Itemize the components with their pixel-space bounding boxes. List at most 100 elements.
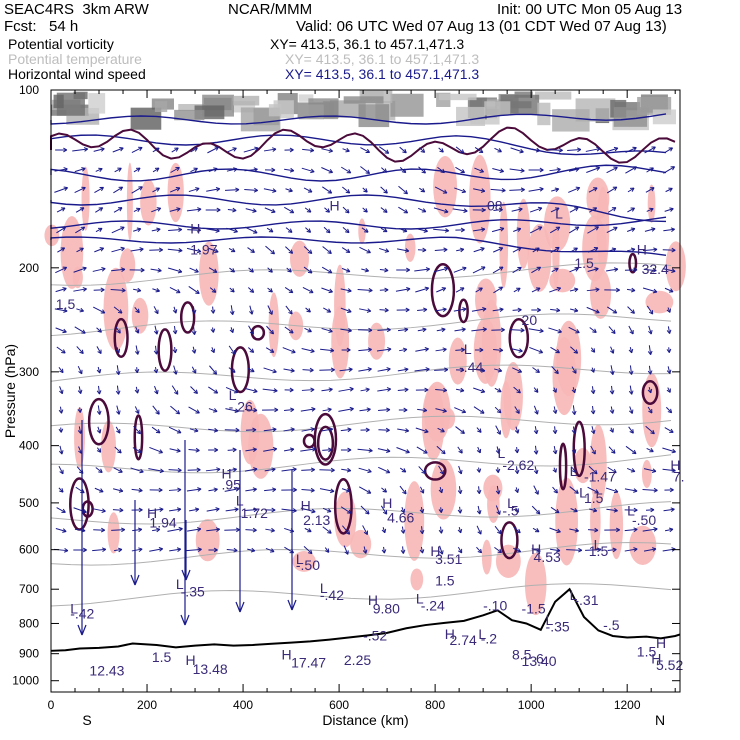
wind-vector (402, 546, 404, 554)
wind-vector (628, 325, 634, 335)
wind-arrowhead (80, 226, 86, 231)
wind-vector (624, 528, 638, 532)
wind-vector (531, 548, 541, 552)
wind-vector (131, 548, 143, 552)
wind-vector (154, 385, 158, 395)
wind-arrowhead (442, 408, 447, 413)
wind-arrowhead (118, 186, 124, 191)
pv-shaded-patch (167, 162, 184, 223)
extremum-label: L (416, 590, 424, 606)
wind-arrowhead (307, 269, 313, 274)
wind-arrowhead (101, 508, 106, 513)
wind-vector (529, 207, 543, 213)
wind-vector (455, 388, 465, 392)
wind-arrowhead (215, 228, 220, 233)
wind-vector (380, 186, 388, 194)
stratosphere-shading (484, 101, 511, 116)
wind-arrowhead (572, 369, 577, 374)
wind-vector (248, 287, 254, 293)
wind-vector (437, 166, 445, 174)
wind-vector (152, 405, 160, 415)
extremum-label: -.35 (181, 583, 205, 599)
wind-arrowhead (383, 189, 388, 194)
extremum-label: H (670, 457, 680, 473)
center-title: NCAR/MMM (228, 1, 313, 18)
wind-arrowhead (613, 267, 619, 272)
wind-vector (153, 306, 159, 314)
extremum-label: H (382, 495, 392, 511)
wind-vector (186, 488, 202, 492)
wind-vector (192, 346, 196, 354)
wind-vector (168, 267, 182, 273)
pv-shaded-patch (487, 485, 500, 524)
wind-arrowhead (609, 390, 615, 395)
wind-arrowhead (326, 308, 332, 313)
wind-vector (378, 466, 390, 474)
wind-arrowhead (574, 207, 579, 212)
wind-speed-contour (50, 134, 667, 156)
wind-arrowhead (154, 309, 159, 315)
wind-vector (59, 445, 63, 455)
wind-arrowhead (420, 188, 426, 193)
wind-vector (267, 287, 273, 293)
wind-vector (399, 167, 407, 173)
wind-arrowhead (501, 187, 506, 193)
extremum-label: L (320, 580, 328, 596)
wind-arrowhead (211, 288, 217, 293)
wind-arrowhead (593, 187, 598, 192)
wind-vector (135, 386, 139, 394)
wind-vector (284, 168, 294, 172)
extremum-label: 13.40 (522, 653, 557, 669)
wind-arrowhead (61, 508, 66, 513)
wind-arrowhead (404, 428, 410, 433)
wind-arrowhead (554, 369, 559, 375)
wind-arrowhead (633, 527, 638, 533)
wind-vector (302, 286, 314, 294)
wind-arrowhead (595, 166, 601, 171)
wind-arrowhead (134, 329, 140, 334)
wind-arrowhead (595, 309, 600, 314)
wind-arrowhead (419, 529, 425, 535)
wind-arrowhead (249, 268, 254, 273)
wind-arrowhead (117, 207, 123, 212)
wind-arrowhead (101, 547, 107, 553)
wind-vector (572, 446, 576, 454)
wind-vector (342, 148, 350, 152)
wind-arrowhead (288, 288, 294, 294)
wind-arrowhead (420, 148, 426, 153)
wind-arrowhead (422, 407, 428, 413)
wind-vector (473, 188, 485, 192)
wind-vector (134, 406, 140, 414)
wind-arrowhead (538, 349, 544, 354)
wind-arrowhead (476, 448, 482, 454)
wind-arrowhead (153, 330, 159, 335)
wind-arrowhead (670, 227, 675, 233)
wind-arrowhead (403, 189, 408, 195)
wind-vector (605, 487, 619, 493)
wind-vector (226, 168, 238, 172)
wind-arrowhead (175, 167, 180, 172)
wind-arrowhead (140, 267, 145, 273)
wind-arrowhead (210, 328, 216, 333)
wind-arrowhead (115, 370, 121, 375)
extremum-label: -.26 (229, 398, 253, 414)
stratosphere-shading (268, 104, 282, 117)
wind-vector (113, 207, 123, 213)
wind-arrowhead (612, 186, 618, 191)
wind-vector (187, 229, 201, 231)
wind-vector (608, 248, 616, 252)
wind-vector (399, 146, 407, 154)
wind-arrowhead (609, 349, 615, 354)
wind-vector (94, 487, 104, 493)
wind-vector (111, 529, 125, 531)
wind-arrowhead (117, 167, 122, 172)
wind-arrowhead (628, 390, 634, 395)
wind-vector (611, 385, 613, 395)
isentrope-line (50, 454, 672, 474)
wind-vector (398, 228, 408, 232)
wind-arrowhead (100, 309, 106, 314)
extremum-label: 6 (536, 650, 544, 666)
wind-vector (305, 307, 311, 313)
wind-vector (590, 445, 596, 455)
wind-vector (587, 529, 599, 531)
